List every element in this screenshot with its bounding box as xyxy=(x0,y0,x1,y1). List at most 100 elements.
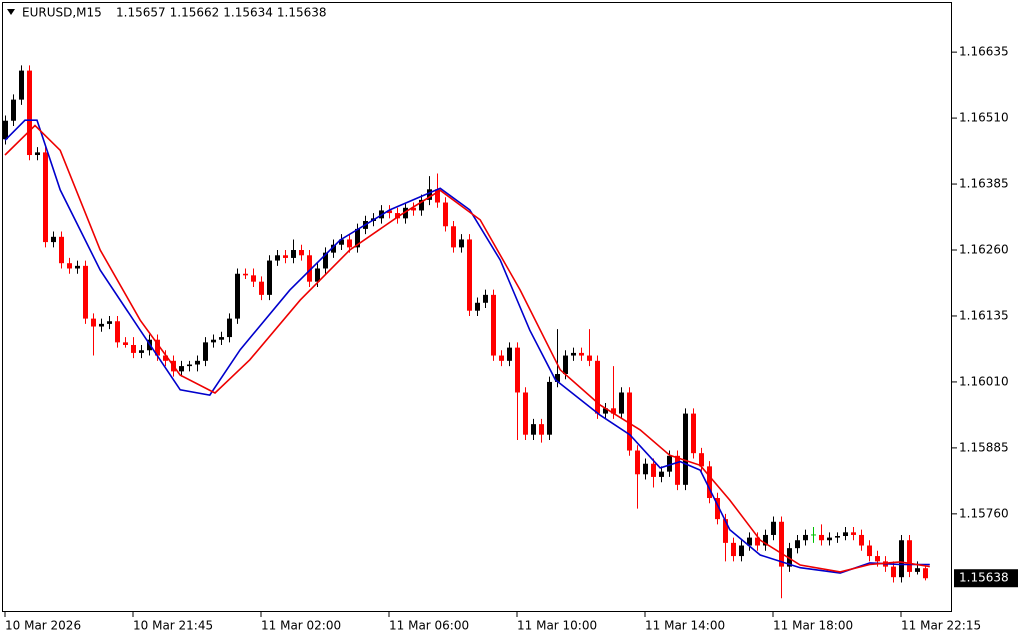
candle-body xyxy=(307,255,312,282)
candle-body xyxy=(3,120,8,140)
moving-average xyxy=(4,119,930,574)
candle-body xyxy=(899,540,904,578)
candle-body xyxy=(747,537,752,546)
candle-body xyxy=(427,189,432,200)
candle-body xyxy=(123,342,128,345)
candle-body xyxy=(43,152,48,243)
moving-average xyxy=(4,124,930,573)
candle-body xyxy=(131,344,136,353)
candle-body xyxy=(339,239,344,245)
candle-body xyxy=(435,189,440,203)
candle-body xyxy=(235,273,240,319)
y-tick-label: 1.16010 xyxy=(959,374,1009,388)
candle-body xyxy=(259,281,264,295)
candle-body xyxy=(755,537,760,546)
y-tick-label: 1.16510 xyxy=(959,111,1009,125)
price-tag-label: 1.15638 xyxy=(959,571,1009,585)
candle-body xyxy=(115,321,120,343)
candle-body xyxy=(515,347,520,393)
x-tick-label: 11 Mar 14:00 xyxy=(645,619,725,633)
candle-body xyxy=(283,255,288,258)
candle-body xyxy=(651,463,656,477)
candle-body xyxy=(587,355,592,361)
candle-body xyxy=(475,302,480,311)
candle-body xyxy=(771,521,776,535)
candle-body xyxy=(275,255,280,261)
x-tick-label: 11 Mar 10:00 xyxy=(517,619,597,633)
candle-body xyxy=(739,545,744,557)
candle-body xyxy=(763,534,768,546)
candle-body xyxy=(851,532,856,535)
price-tag xyxy=(954,569,1018,588)
candle-body xyxy=(627,392,632,451)
candle-body xyxy=(67,263,72,269)
candle-body xyxy=(907,540,912,572)
candle-body xyxy=(675,455,680,485)
candle-body xyxy=(403,207,408,219)
candle-body xyxy=(195,360,200,365)
candle-body xyxy=(59,236,64,264)
candle-body xyxy=(203,342,208,361)
candle-body xyxy=(187,364,192,367)
y-tick-label: 1.16260 xyxy=(959,243,1009,257)
candle-body xyxy=(139,350,144,353)
candle-body xyxy=(691,413,696,454)
x-tick-label: 11 Mar 18:00 xyxy=(773,619,853,633)
candle-body xyxy=(291,250,296,258)
candle-body xyxy=(243,273,248,276)
x-tick-label: 11 Mar 02:00 xyxy=(261,619,341,633)
candle-body xyxy=(51,236,56,243)
candle-body xyxy=(299,250,304,256)
candle-body xyxy=(603,408,608,414)
menu-triangle[interactable] xyxy=(7,9,15,15)
candle-body xyxy=(459,239,464,248)
candle-body xyxy=(619,392,624,414)
candle-body xyxy=(667,455,672,472)
candle-body xyxy=(563,355,568,375)
candle-body xyxy=(419,199,424,211)
candle-body xyxy=(451,226,456,248)
candle-body xyxy=(731,542,736,557)
candle-body xyxy=(611,408,616,414)
candle-body xyxy=(411,207,416,211)
candle-body xyxy=(315,268,320,282)
candle-body xyxy=(523,392,528,435)
candle-body xyxy=(75,265,80,269)
candle-body xyxy=(387,210,392,214)
candle-body xyxy=(547,381,552,435)
symbol: EURUSD,M15 xyxy=(22,6,102,20)
candle-body xyxy=(859,534,864,546)
candle-body xyxy=(659,471,664,477)
candle-body xyxy=(699,453,704,467)
candle-body xyxy=(347,239,352,248)
header-ohlc: 1.15638 xyxy=(277,6,327,20)
candle-body xyxy=(99,323,104,327)
x-tick-label: 11 Mar 06:00 xyxy=(389,619,469,633)
candle-body xyxy=(163,355,168,361)
header-ohlc: 1.15634 xyxy=(223,6,273,20)
y-tick-label: 1.16135 xyxy=(959,308,1009,322)
y-tick-label: 1.15885 xyxy=(959,440,1009,454)
candle-body xyxy=(795,540,800,549)
candle-body xyxy=(875,556,880,562)
candle-body xyxy=(91,318,96,327)
y-tick-label: 1.16385 xyxy=(959,177,1009,191)
candle-body xyxy=(443,202,448,227)
candle-body xyxy=(211,339,216,343)
candle-body xyxy=(835,536,840,538)
candle-body xyxy=(827,537,832,541)
candle-body xyxy=(27,70,32,156)
x-tick-label: 10 Mar 2026 xyxy=(5,619,81,633)
candle-body xyxy=(571,352,576,356)
candle-body xyxy=(787,548,792,567)
candle-body xyxy=(19,70,24,100)
candle-body xyxy=(539,424,544,435)
candle-body xyxy=(155,339,160,356)
candle-body xyxy=(499,355,504,361)
candle-body xyxy=(819,534,824,541)
header-ohlc: 1.15662 xyxy=(170,6,220,20)
y-tick-label: 1.16635 xyxy=(959,45,1009,59)
candle-body xyxy=(915,568,920,572)
candle-body xyxy=(83,265,88,319)
